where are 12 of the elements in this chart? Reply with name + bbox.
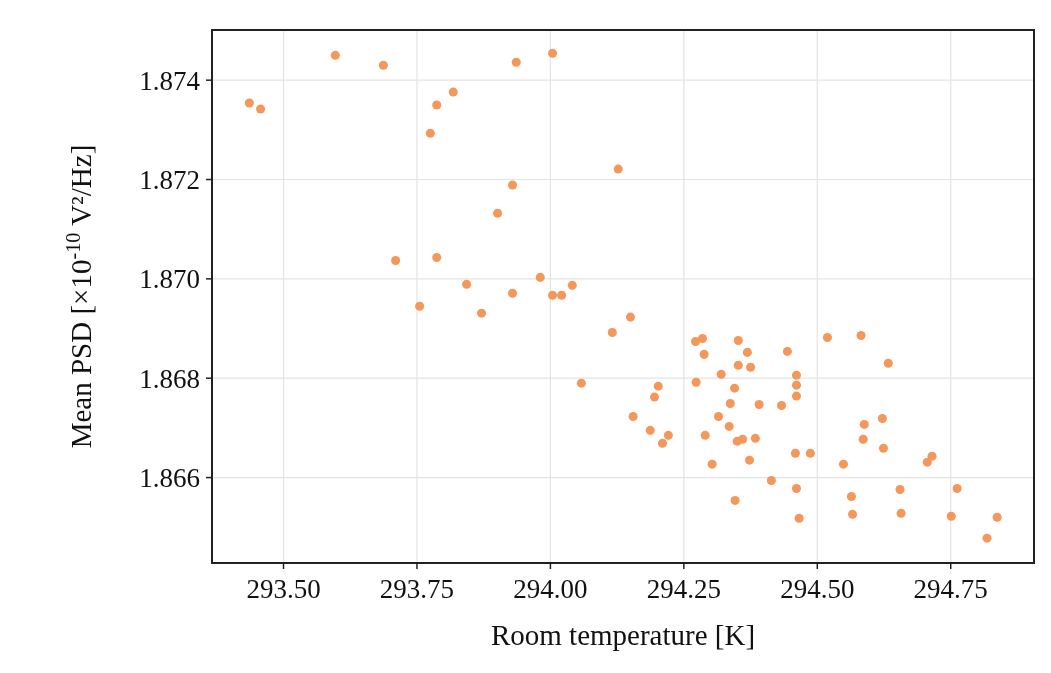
y-tick-label: 1.868 <box>139 363 200 394</box>
x-tick-label: 294.50 <box>780 574 855 604</box>
x-tick-label: 293.75 <box>379 574 455 604</box>
x-tick-label: 294.25 <box>646 574 721 604</box>
y-tick-label: 1.870 <box>139 264 200 295</box>
x-tick-label: 294.75 <box>913 574 988 604</box>
y-tick-label: 1.872 <box>139 164 200 195</box>
y-tick-label: 1.874 <box>139 65 201 96</box>
y-tick-label: 1.866 <box>139 463 200 494</box>
x-axis-title: Room temperature [K] <box>490 619 756 651</box>
x-tick-label: 293.50 <box>246 574 321 604</box>
x-tick-label: 294.00 <box>513 574 588 604</box>
